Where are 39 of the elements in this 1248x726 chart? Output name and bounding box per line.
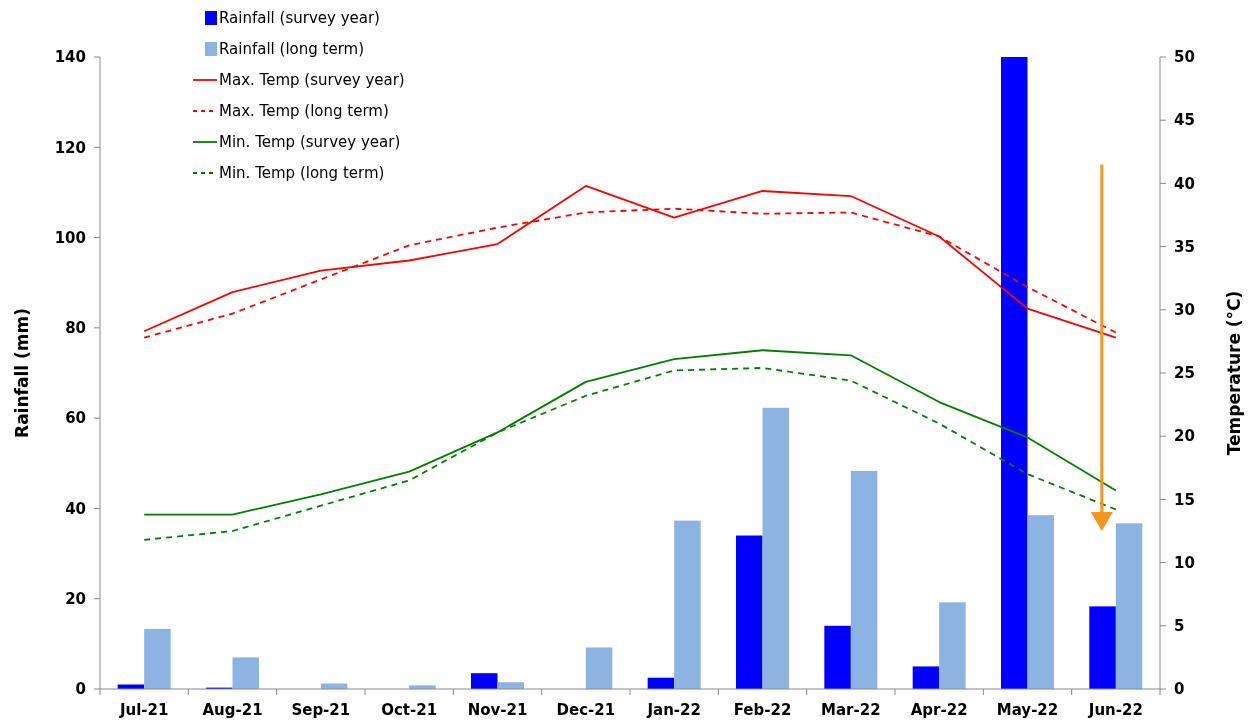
x-tick-label: May-22: [996, 701, 1059, 719]
y-tick-label: 140: [54, 48, 86, 67]
y-tick-label: 0: [75, 680, 86, 699]
y-axis-title: Rainfall (mm): [12, 308, 32, 438]
x-tick-label: Jun-22: [1087, 701, 1143, 719]
y2-tick-label: 50: [1174, 48, 1195, 67]
y2-tick-label: 45: [1174, 111, 1195, 130]
x-tick-label: Oct-21: [381, 701, 438, 719]
x-tick-label: Dec-21: [556, 701, 616, 719]
y2-tick-label: 40: [1174, 174, 1195, 193]
x-tick-label: Jul-21: [118, 701, 169, 719]
y2-tick-label: 30: [1174, 301, 1195, 320]
x-tick-label: Nov-21: [467, 701, 528, 719]
legend-label: Min. Temp (long term): [219, 164, 385, 183]
y-tick-label: 100: [54, 228, 86, 247]
x-tick-label: Jan-22: [646, 701, 701, 719]
y2-tick-label: 35: [1174, 237, 1195, 256]
y2-tick-label: 25: [1174, 364, 1195, 383]
y2-axis-title: Temperature (°C): [1224, 290, 1244, 456]
legend-label: Max. Temp (survey year): [219, 71, 405, 90]
y2-tick-label: 0: [1174, 680, 1185, 699]
legend-label: Rainfall (survey year): [219, 9, 380, 28]
x-tick-label: Mar-22: [821, 701, 881, 719]
legend-label: Min. Temp (survey year): [219, 133, 401, 152]
y2-tick-label: 5: [1174, 617, 1185, 636]
x-tick-label: Feb-22: [733, 701, 792, 719]
y2-tick-label: 20: [1174, 427, 1195, 446]
x-tick-label: Apr-22: [910, 701, 968, 719]
y-tick-label: 20: [65, 589, 86, 608]
y-tick-label: 40: [65, 499, 86, 518]
y-tick-label: 60: [65, 409, 86, 428]
y-tick-label: 80: [65, 319, 86, 338]
y2-tick-label: 10: [1174, 553, 1195, 572]
legend-label: Rainfall (long term): [219, 40, 365, 59]
x-tick-label: Aug-21: [202, 701, 263, 719]
y2-tick-label: 15: [1174, 490, 1195, 509]
y-tick-label: 120: [54, 138, 86, 157]
x-tick-label: Sep-21: [291, 701, 351, 719]
legend-label: Max. Temp (long term): [219, 102, 389, 121]
